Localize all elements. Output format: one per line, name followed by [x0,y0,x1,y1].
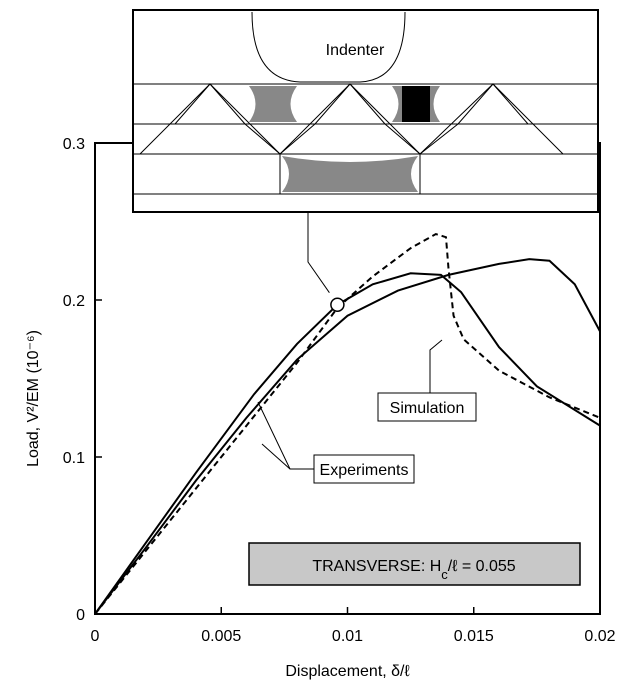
x-tick-label: 0.02 [584,628,615,645]
y-tick-label: 0.2 [63,293,85,310]
x-tick-label: 0.005 [201,628,241,645]
deformed-member [249,86,297,122]
y-tick-label: 0.3 [63,136,85,153]
annotations: Simulation Experiments TRANSVERSE: Hc/ℓ = … [248,212,581,586]
series-line [94,258,601,615]
truss [133,83,598,195]
condition-label: TRANSVERSE: Hc/ℓ = 0.055 [312,558,515,582]
leader-line [307,212,330,293]
label-box [377,392,477,422]
deformed-member [402,86,430,122]
x-tick-label: 0.01 [332,628,363,645]
x-tick-label: 0.015 [454,628,494,645]
condition-label-part: c [441,567,448,582]
label-box [313,454,415,484]
series-line [94,272,601,615]
simulation-label: Simulation [390,400,465,417]
x-tick-label: 0 [91,628,100,645]
annotation-point [330,297,345,312]
condition-label-part: TRANSVERSE: H [312,558,441,575]
x-axis-label: Displacement, δ/ℓ [285,663,409,680]
inset-label: Indenter [326,42,385,59]
indenter [251,11,406,83]
y-axis-label: Load, V²/EM (10⁻⁶) [25,330,42,467]
y-tick-label: 0.1 [63,450,85,467]
leader-line [261,443,291,470]
plot-area: 0 0.005 0.01 0.015 0.02 0 0.1 0.2 0.3 Displacemen… [25,136,616,680]
deformed-member [282,156,418,192]
condition-box [248,542,581,586]
leader-line [429,339,443,393]
y-tick-label: 0 [76,607,85,624]
condition-label-part: /ℓ = 0.055 [448,558,516,575]
series-line [94,232,601,615]
experiments-label: Experiments [320,462,409,479]
inset-diagram: Indenter [132,9,599,213]
leader-line [257,401,314,470]
